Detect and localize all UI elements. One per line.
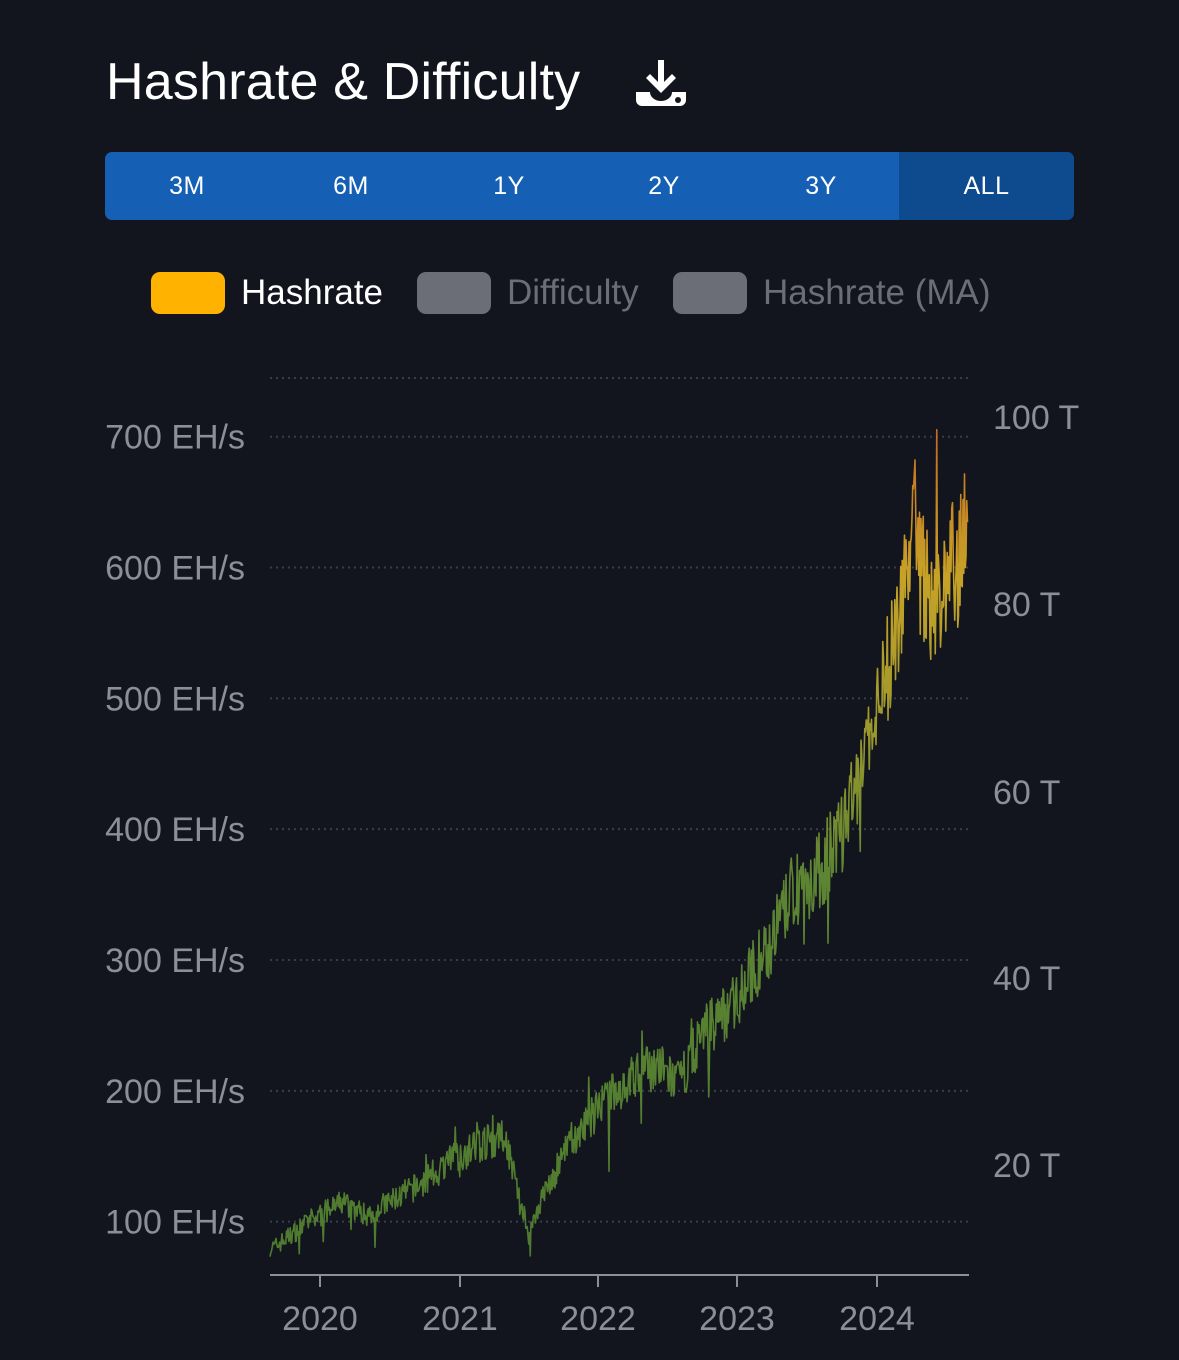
y-left-tick-label: 100 EH/s xyxy=(105,1204,245,1242)
page-title: Hashrate & Difficulty xyxy=(106,53,581,111)
tab-6m[interactable]: 6M xyxy=(333,171,369,200)
x-tick-label: 2021 xyxy=(422,1300,498,1338)
download-icon[interactable] xyxy=(632,56,688,112)
legend-label-hashrate: Hashrate xyxy=(241,273,384,312)
y-left-tick-label: 700 EH/s xyxy=(105,419,245,457)
tab-3m[interactable]: 3M xyxy=(169,171,205,200)
y-left-tick-label: 400 EH/s xyxy=(105,811,245,849)
legend-label-difficulty: Difficulty xyxy=(507,273,639,312)
time-range-tabs: 3M 6M 1Y 2Y 3Y ALL xyxy=(105,152,1074,220)
x-tick-label: 2020 xyxy=(282,1300,358,1338)
legend-swatch-hashrate-ma xyxy=(673,272,747,314)
tab-3y[interactable]: 3Y xyxy=(805,171,837,200)
legend-swatch-difficulty xyxy=(417,272,491,314)
y-right-tick-label: 20 T xyxy=(993,1147,1060,1185)
x-tick-label: 2022 xyxy=(560,1300,636,1338)
y-right-tick-label: 60 T xyxy=(993,774,1060,812)
y-right-tick-label: 80 T xyxy=(993,586,1060,624)
y-left-tick-label: 200 EH/s xyxy=(105,1073,245,1111)
legend-hashrate[interactable]: Hashrate xyxy=(151,272,383,314)
legend-hashrate-ma[interactable]: Hashrate (MA) xyxy=(673,272,991,314)
legend-difficulty[interactable]: Difficulty xyxy=(417,272,639,314)
x-tick-label: 2023 xyxy=(699,1300,775,1338)
y-left-tick-label: 500 EH/s xyxy=(105,680,245,718)
legend-swatch-hashrate xyxy=(151,272,225,314)
legend-label-hashrate-ma: Hashrate (MA) xyxy=(763,273,991,312)
tab-1y[interactable]: 1Y xyxy=(493,171,525,200)
y-right-tick-label: 40 T xyxy=(993,960,1060,998)
hashrate-series-line xyxy=(269,428,969,1257)
tab-2y[interactable]: 2Y xyxy=(648,171,680,200)
x-tick-label: 2024 xyxy=(839,1300,915,1338)
y-left-tick-label: 600 EH/s xyxy=(105,550,245,588)
y-right-tick-label: 100 T xyxy=(993,399,1079,437)
y-left-tick-label: 300 EH/s xyxy=(105,942,245,980)
tab-all[interactable]: ALL xyxy=(899,152,1074,220)
